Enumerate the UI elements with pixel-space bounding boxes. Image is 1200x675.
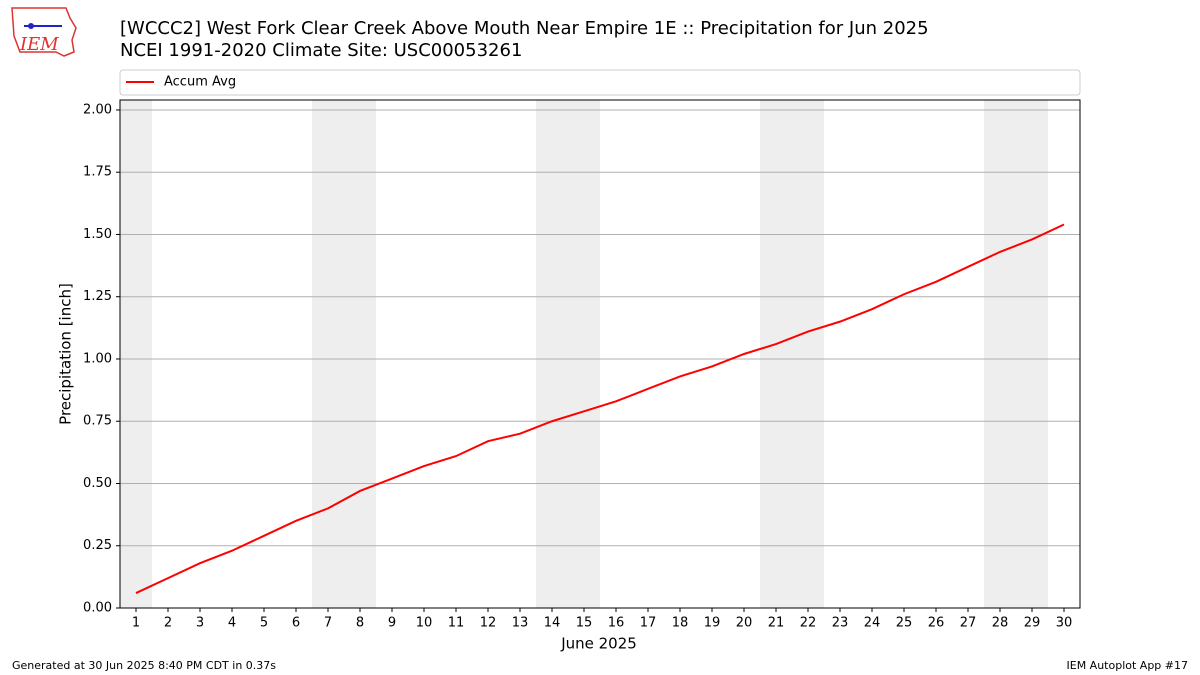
x-tick-label: 27: [960, 616, 977, 631]
x-tick-label: 22: [800, 616, 817, 631]
x-tick-label: 10: [416, 616, 433, 631]
x-tick-label: 11: [448, 616, 465, 631]
data-line: [135, 223, 1065, 594]
y-tick-label: 0.75: [83, 414, 112, 429]
x-tick-label: 6: [292, 616, 300, 631]
x-tick-label: 18: [672, 616, 689, 631]
weekend-band: [312, 100, 344, 608]
x-tick-label: 20: [736, 616, 753, 631]
y-tick-label: 0.25: [83, 538, 112, 553]
chart-title: [WCCC2] West Fork Clear Creek Above Mout…: [120, 18, 929, 39]
x-axis-label: June 2025: [560, 635, 637, 653]
x-tick-label: 28: [992, 616, 1009, 631]
y-axis-label: Precipitation [inch]: [57, 283, 75, 425]
weekend-band: [760, 100, 792, 608]
x-tick-label: 30: [1056, 616, 1073, 631]
x-tick-label: 3: [196, 616, 204, 631]
x-tick-label: 7: [324, 616, 332, 631]
x-tick-label: 21: [768, 616, 785, 631]
x-tick-label: 24: [864, 616, 881, 631]
x-tick-label: 12: [480, 616, 497, 631]
x-tick-label: 2: [164, 616, 172, 631]
chart-subtitle: NCEI 1991-2020 Climate Site: USC00053261: [120, 40, 522, 61]
y-tick-label: 1.50: [83, 227, 112, 242]
weekend-band: [1016, 100, 1048, 608]
x-tick-label: 26: [928, 616, 945, 631]
footer-right: IEM Autoplot App #17: [1067, 659, 1189, 672]
x-tick-label: 1: [132, 616, 140, 631]
x-tick-label: 5: [260, 616, 268, 631]
x-tick-label: 23: [832, 616, 849, 631]
weekend-band: [536, 100, 568, 608]
weekend-band: [120, 100, 152, 608]
footer-left: Generated at 30 Jun 2025 8:40 PM CDT in …: [12, 659, 276, 672]
x-tick-label: 8: [356, 616, 364, 631]
weekend-band: [344, 100, 376, 608]
x-tick-label: 13: [512, 616, 529, 631]
plot-frame: [119, 99, 1081, 609]
x-tick-label: 15: [576, 616, 593, 631]
logo-outline: [11, 7, 77, 57]
y-tick-label: 2.00: [83, 102, 112, 117]
y-tick-label: 0.00: [83, 601, 112, 616]
legend-label: Accum Avg: [164, 75, 236, 90]
y-tick-label: 1.75: [83, 165, 112, 180]
x-tick-label: 16: [608, 616, 625, 631]
x-tick-label: 19: [704, 616, 721, 631]
weekend-band: [984, 100, 1016, 608]
x-tick-label: 9: [388, 616, 396, 631]
logo-icon: [28, 23, 34, 29]
x-tick-label: 4: [228, 616, 236, 631]
weekend-band: [568, 100, 600, 608]
x-tick-label: 25: [896, 616, 913, 631]
y-tick-label: 0.50: [83, 476, 112, 491]
logo: IEM: [11, 7, 77, 57]
x-tick-label: 14: [544, 616, 561, 631]
y-tick-label: 1.25: [83, 289, 112, 304]
x-tick-label: 17: [640, 616, 657, 631]
y-tick-label: 1.00: [83, 351, 112, 366]
weekend-band: [792, 100, 824, 608]
legend-box: [119, 69, 1081, 96]
x-tick-label: 29: [1024, 616, 1041, 631]
logo-text: IEM: [19, 34, 59, 55]
